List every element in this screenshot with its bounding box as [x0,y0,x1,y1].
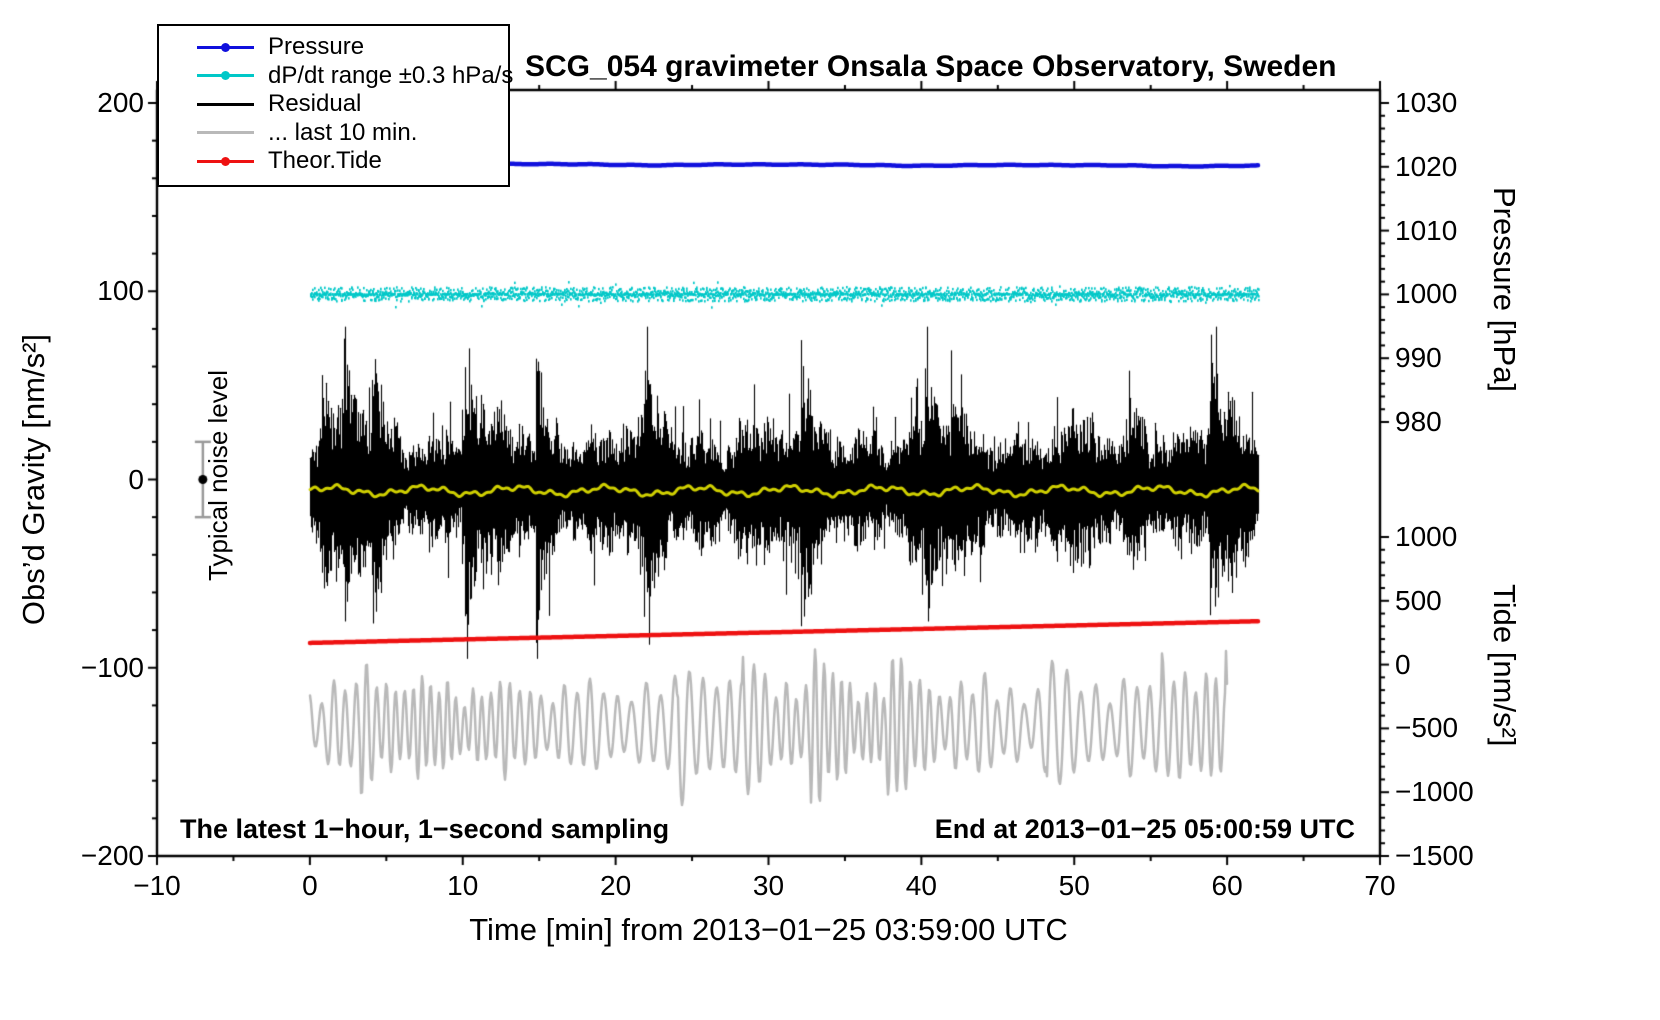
legend-entry: Theor.Tide [159,147,508,176]
x-axis-title: Time [min] from 2013−01−25 03:59:00 UTC [469,912,1068,947]
pressure-axis-title-box: Pressure [hPa] [1480,95,1528,485]
tide-axis-title-box: Tide [nm/s²] [1480,470,1528,860]
legend-dot-icon [221,71,230,81]
noise-level-note: Typical noise level [202,369,233,581]
legend-line-sample-icon [197,127,254,139]
legend-dot-icon [221,42,230,52]
tide-axis-title: Tide [nm/s²] [1487,583,1522,747]
legend-entry: Residual [159,90,508,119]
legend: Pressure dP/dt range ±0.3 hPa/s Residual..… [157,24,513,187]
legend-line-sample-icon [197,70,254,82]
legend-entry-label: Theor.Tide [268,147,382,175]
pressure-axis-title: Pressure [hPa] [1487,187,1522,393]
noise-level-note-box: Typical noise level [200,330,236,620]
sampling-annotation: The latest 1−hour, 1−second sampling [180,814,670,844]
end-time-annotation: End at 2013−01−25 05:00:59 UTC [934,814,1355,844]
legend-line-sample-icon [197,41,254,53]
legend-entry: ... last 10 min. [159,119,508,148]
legend-line-sample-icon [197,98,254,110]
legend-dot-icon [221,156,230,166]
legend-entry-label: Residual [268,90,362,118]
legend-line-icon [197,102,254,106]
chart-title: SCG_054 gravimeter Onsala Space Observat… [525,50,1337,83]
legend-entry-label: ... last 10 min. [268,118,418,146]
legend-entry: Pressure [159,33,508,62]
gravity-axis-title: Obs’d Gravity [nm/s²] [16,334,51,626]
legend-entry-label: Pressure [268,33,365,61]
legend-entry: dP/dt range ±0.3 hPa/s [159,62,513,91]
legend-line-sample-icon [197,155,254,167]
left-axis-title-box: Obs’d Gravity [nm/s²] [10,150,58,810]
legend-entry-label: dP/dt range ±0.3 hPa/s [268,61,514,89]
legend-line-icon [197,131,254,135]
